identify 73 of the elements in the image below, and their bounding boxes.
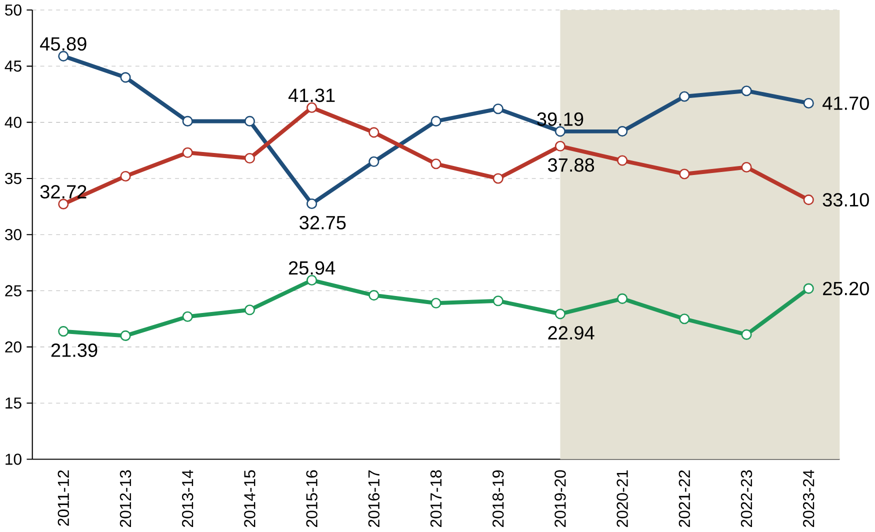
y-tick-label: 15 [6, 398, 22, 409]
point [679, 314, 690, 324]
point [492, 173, 504, 184]
point [554, 140, 566, 152]
point [368, 290, 380, 300]
y-tick-label: 50 [5, 4, 22, 16]
point [58, 50, 69, 62]
x-tick-label: 2022-23 [740, 470, 752, 527]
point [58, 198, 69, 210]
x-tick-label: 2016-17 [368, 470, 380, 527]
data-label: 25.94 [288, 261, 336, 275]
data-label: 25.20 [823, 282, 869, 296]
point [741, 329, 752, 340]
data-label: 33.10 [822, 193, 869, 206]
x-tick-label: 2023-24 [803, 470, 814, 527]
data-label: 32.75 [300, 216, 346, 230]
x-tick-label: 2012-13 [120, 470, 132, 527]
point [306, 198, 318, 209]
point [741, 162, 752, 172]
point [368, 156, 380, 167]
point [492, 296, 504, 306]
y-tick-label: 20 [5, 341, 22, 352]
point [244, 304, 255, 316]
x-tick-label: 2017-18 [430, 470, 442, 527]
point [430, 298, 442, 308]
point [741, 86, 752, 96]
data-label: 41.70 [822, 96, 869, 110]
y-tick-label: 40 [4, 116, 22, 128]
x-tick-label: 2019-20 [554, 470, 566, 527]
point [182, 147, 193, 158]
point [58, 326, 69, 337]
y-tick-label: 25 [5, 285, 22, 296]
point [679, 168, 690, 180]
point [120, 170, 131, 182]
point [306, 274, 318, 286]
point [803, 283, 814, 294]
point [244, 116, 255, 126]
point [679, 91, 690, 102]
data-label: 32.72 [40, 184, 86, 198]
x-tick-label: 2018-19 [492, 470, 504, 527]
point [430, 116, 442, 126]
y-tick-label: 45 [4, 60, 22, 72]
point [120, 72, 131, 83]
point [617, 126, 628, 137]
x-tick-label: 2013-14 [182, 470, 194, 527]
point [120, 330, 131, 341]
data-label: 21.39 [51, 343, 98, 357]
point [803, 194, 814, 206]
point [430, 158, 442, 170]
point [182, 116, 193, 126]
point [554, 308, 566, 320]
point [803, 98, 814, 108]
point [182, 311, 193, 322]
data-label: 22.94 [548, 326, 594, 340]
point [617, 293, 628, 304]
point [492, 103, 504, 114]
x-tick-label: 2020-21 [616, 470, 628, 527]
data-label: 41.31 [288, 88, 335, 102]
data-label: 37.88 [548, 158, 594, 172]
y-tick-label: 35 [5, 172, 22, 184]
x-tick-label: 2015-16 [306, 470, 318, 527]
point [244, 152, 255, 164]
x-tick-label: 2021-22 [678, 470, 690, 527]
data-label: 39.19 [537, 112, 584, 126]
data-label: 45.89 [40, 37, 86, 51]
point [306, 102, 318, 113]
y-tick-label: 30 [5, 228, 22, 240]
x-tick-label: 2011-12 [58, 470, 70, 526]
x-tick-label: 2014-15 [244, 470, 256, 527]
point [617, 155, 628, 166]
point [368, 127, 380, 138]
point [554, 126, 566, 137]
y-tick-label: 10 [6, 454, 22, 465]
